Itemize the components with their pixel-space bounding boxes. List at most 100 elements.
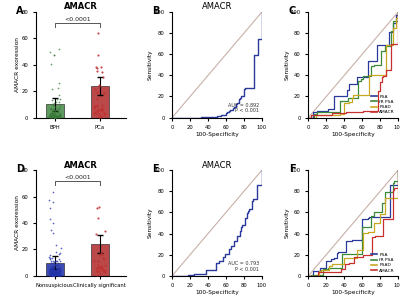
Point xyxy=(48,115,54,120)
Point xyxy=(48,228,54,233)
Point xyxy=(49,114,56,119)
Point xyxy=(46,271,53,276)
AMACR xyxy=(364,109,369,113)
AMACR xyxy=(391,186,396,190)
AMACR xyxy=(316,270,321,273)
Point xyxy=(101,91,108,96)
Point xyxy=(50,221,56,226)
PSAD xyxy=(393,17,398,20)
Point xyxy=(47,256,53,261)
Point xyxy=(100,255,107,260)
Point xyxy=(101,269,107,274)
Point xyxy=(101,257,108,262)
Point xyxy=(54,268,61,273)
Point xyxy=(55,273,61,278)
fR PSA xyxy=(396,180,400,183)
AMACR xyxy=(338,267,343,271)
fR PSA xyxy=(316,110,320,114)
AMACR xyxy=(362,109,367,113)
Point xyxy=(49,273,56,278)
Point xyxy=(55,109,61,114)
Point xyxy=(56,113,62,118)
Point xyxy=(52,113,58,118)
Point xyxy=(49,266,56,271)
fR PSA xyxy=(369,225,374,228)
AMACR xyxy=(308,116,313,119)
Point xyxy=(47,253,53,258)
AMACR xyxy=(364,109,369,113)
AMACR xyxy=(396,42,400,46)
Point xyxy=(53,264,60,269)
PSAD xyxy=(330,113,334,116)
fR PSA xyxy=(346,99,350,103)
AMACR xyxy=(342,267,346,271)
Point xyxy=(102,262,108,267)
PSAD xyxy=(330,113,334,116)
Point xyxy=(46,271,53,276)
PSA xyxy=(332,94,337,98)
Point xyxy=(50,270,57,275)
PSA xyxy=(314,110,318,113)
Point xyxy=(56,272,63,277)
PSA xyxy=(311,269,316,273)
PSAD xyxy=(350,96,354,100)
Point xyxy=(51,259,57,264)
Point xyxy=(51,271,58,275)
Point xyxy=(96,83,102,88)
Point xyxy=(47,114,53,119)
Point xyxy=(95,215,101,220)
AMACR xyxy=(380,217,385,221)
Text: F: F xyxy=(289,164,295,174)
fR PSA xyxy=(311,116,316,119)
fR PSA xyxy=(391,20,396,23)
PSAD xyxy=(306,274,311,278)
AMACR xyxy=(338,267,343,271)
Point xyxy=(92,232,99,237)
PSA xyxy=(324,109,329,113)
PSA xyxy=(396,14,400,17)
Point xyxy=(96,115,102,119)
Point xyxy=(53,268,59,272)
Point xyxy=(54,115,61,120)
Point xyxy=(51,271,57,276)
Point xyxy=(56,270,62,275)
fR PSA xyxy=(312,273,317,277)
Point xyxy=(50,107,56,112)
Point xyxy=(52,270,59,275)
Point xyxy=(56,113,62,118)
Point xyxy=(94,69,100,74)
fR PSA xyxy=(369,214,374,218)
AMACR xyxy=(308,116,313,119)
PSA xyxy=(388,183,392,186)
Point xyxy=(52,113,59,118)
Point xyxy=(98,109,104,114)
PSAD xyxy=(365,231,370,235)
Legend: PSA, fR PSA, PSAD, AMACR: PSA, fR PSA, PSAD, AMACR xyxy=(370,94,396,115)
Point xyxy=(46,255,52,260)
Point xyxy=(46,114,52,119)
PSA xyxy=(346,82,351,86)
PSAD xyxy=(338,112,342,116)
Point xyxy=(52,273,58,278)
Point xyxy=(50,115,56,120)
Point xyxy=(51,268,58,273)
fR PSA xyxy=(309,274,314,278)
Point xyxy=(50,115,57,120)
Point xyxy=(55,114,61,119)
PSAD xyxy=(371,221,376,225)
PSA xyxy=(387,43,392,47)
Point xyxy=(93,205,100,210)
Point xyxy=(51,53,57,58)
PSA xyxy=(311,116,316,119)
fR PSA xyxy=(371,214,376,218)
PSA xyxy=(332,107,337,111)
PSA xyxy=(374,59,379,63)
Point xyxy=(49,114,56,118)
Point xyxy=(49,273,56,278)
PSAD xyxy=(360,248,365,251)
Text: AUC = 0.892
P < 0.001: AUC = 0.892 P < 0.001 xyxy=(228,102,259,113)
fR PSA xyxy=(390,182,395,185)
AMACR xyxy=(347,261,352,265)
Point xyxy=(46,216,53,221)
Point xyxy=(49,97,56,102)
